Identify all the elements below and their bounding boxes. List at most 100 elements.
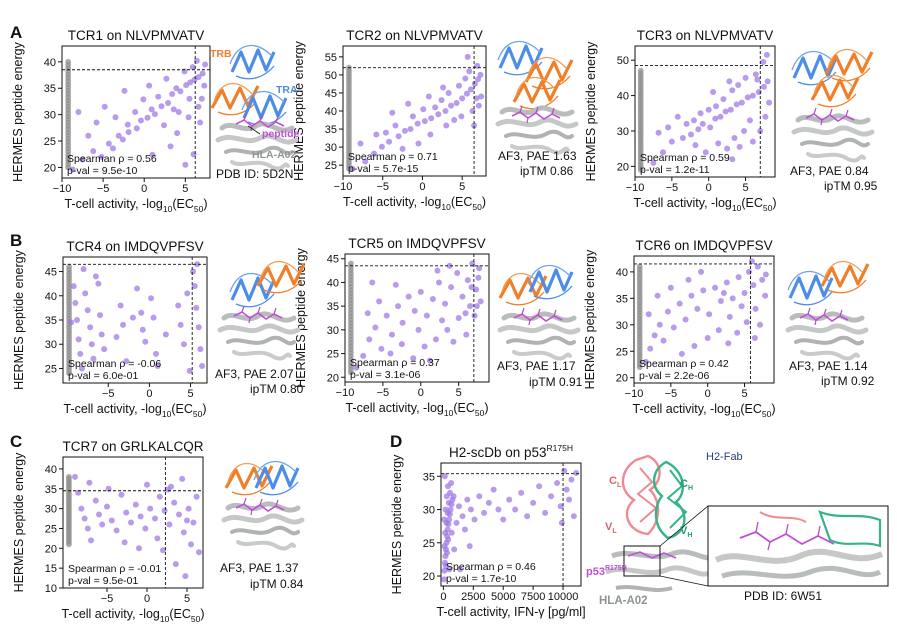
data-point	[442, 506, 449, 513]
data-point	[169, 91, 176, 98]
data-point	[445, 89, 452, 96]
plot-title-text: TCR6 on IMDQVPFSV	[635, 238, 772, 253]
data-point	[139, 326, 146, 333]
pval-annotation: p-val = 1.7e-10	[446, 573, 516, 585]
data-point	[150, 314, 157, 321]
data-point	[694, 305, 701, 312]
data-point	[746, 117, 753, 124]
x-tick-label: −5	[102, 388, 115, 400]
data-point	[93, 119, 100, 126]
y-tick-label: 20	[423, 571, 435, 583]
data-point	[175, 109, 182, 115]
data-point	[448, 284, 455, 291]
y-tick-label: 35	[45, 315, 57, 327]
x-label-sub: 10	[732, 203, 742, 213]
plot-frame	[634, 45, 776, 178]
data-point	[176, 511, 182, 518]
x-tick-label: −5	[665, 388, 678, 400]
data-point	[185, 505, 192, 512]
data-point	[698, 268, 705, 275]
data-point	[140, 96, 147, 103]
x-label-sub2: 50	[194, 204, 204, 214]
data-point	[477, 71, 484, 78]
data-point	[146, 82, 153, 89]
y-tick-label: 20	[617, 161, 629, 173]
y-tick-label: 35	[616, 293, 628, 305]
data-point	[72, 473, 78, 480]
x-label-sub: 10	[444, 408, 454, 418]
data-point	[466, 68, 473, 75]
data-point	[454, 269, 461, 276]
data-point	[184, 290, 191, 297]
data-point	[455, 82, 462, 89]
data-point	[409, 113, 416, 120]
data-point	[376, 298, 383, 305]
data-point	[180, 341, 187, 348]
data-point	[459, 513, 466, 520]
x-tick-label: 0	[418, 387, 424, 399]
data-point	[471, 122, 478, 129]
scatter-tcr2: TCR2 on NLVPMVATV −10 −5 0 5 25 30 35 40 45 50 55 HE…	[292, 28, 487, 212]
plot-title-text: TCR1 on NLVPMVATV	[68, 28, 205, 43]
data-point	[741, 127, 748, 134]
data-point	[405, 100, 412, 107]
data-point	[188, 541, 194, 548]
x-label-sub2: 50	[763, 203, 773, 213]
data-point	[749, 138, 756, 145]
y-axis-label: HERMES peptide energy	[583, 249, 597, 389]
spearman-annotation: Spearman ρ = 0.71	[348, 151, 438, 163]
data-point	[729, 87, 736, 94]
scatter-tcr7: TCR7 on GRLKALCQR −5 0 5 10 15 20 25 30 35 40 HERME…	[12, 439, 205, 624]
spearman-annotation: Spearman ρ = 0.37	[350, 357, 440, 369]
data-point	[411, 307, 418, 314]
data-point	[463, 90, 470, 97]
data-point	[471, 312, 478, 319]
x-label-main: T-cell activity, -log	[63, 402, 161, 416]
data-point	[167, 143, 174, 150]
data-point	[104, 503, 110, 510]
data-point	[109, 145, 116, 152]
data-point	[152, 515, 158, 522]
data-point	[467, 86, 474, 93]
y-tick-label: 40	[44, 57, 56, 69]
x-label-tail: (EC	[172, 197, 194, 211]
y-tick-label: 20	[616, 373, 628, 385]
data-point	[84, 307, 91, 314]
scatter-tcr4: TCR4 on IMDQVPFSV −5 0 5 25 30 35 40 45 HERMES pe…	[12, 239, 208, 419]
structure-caption-3b: ipTM 0.95	[824, 179, 878, 193]
data-point	[117, 302, 124, 309]
data-point	[199, 70, 206, 77]
data-point	[720, 96, 727, 103]
data-point	[105, 140, 112, 147]
data-point	[438, 97, 445, 104]
data-point	[568, 476, 575, 483]
data-point	[518, 489, 525, 496]
data-point	[762, 292, 769, 299]
y-tick-label: 30	[45, 504, 57, 516]
data-point	[748, 258, 755, 265]
data-point	[395, 133, 402, 140]
data-point	[136, 545, 142, 552]
x-axis-label: T-cell activity, -log10(EC50)	[63, 402, 206, 419]
p53-label: p53R175H	[586, 565, 627, 578]
data-point	[395, 303, 402, 310]
data-point	[75, 109, 82, 115]
data-point	[476, 265, 483, 272]
structure-caption-4a: AF3, PAE 2.07	[215, 367, 294, 381]
data-point	[750, 282, 757, 289]
data-point	[182, 161, 189, 168]
h2fab-label: H2-Fab	[706, 451, 743, 463]
pdb-caption-d: PDB ID: 6W51	[744, 589, 822, 603]
data-point	[134, 285, 141, 292]
data-point	[357, 140, 364, 147]
x-label-main: T-cell activity, -log	[61, 607, 159, 621]
data-point	[415, 140, 422, 147]
data-point	[194, 261, 201, 268]
data-point	[387, 350, 394, 357]
structure-caption-3a: AF3, PAE 0.84	[790, 164, 869, 178]
data-point	[152, 350, 159, 357]
x-axis-label: T-cell activity, -log10(EC50)	[61, 607, 204, 624]
data-point	[171, 499, 178, 506]
data-point	[440, 84, 447, 91]
x-tick-label: 0	[705, 388, 711, 400]
